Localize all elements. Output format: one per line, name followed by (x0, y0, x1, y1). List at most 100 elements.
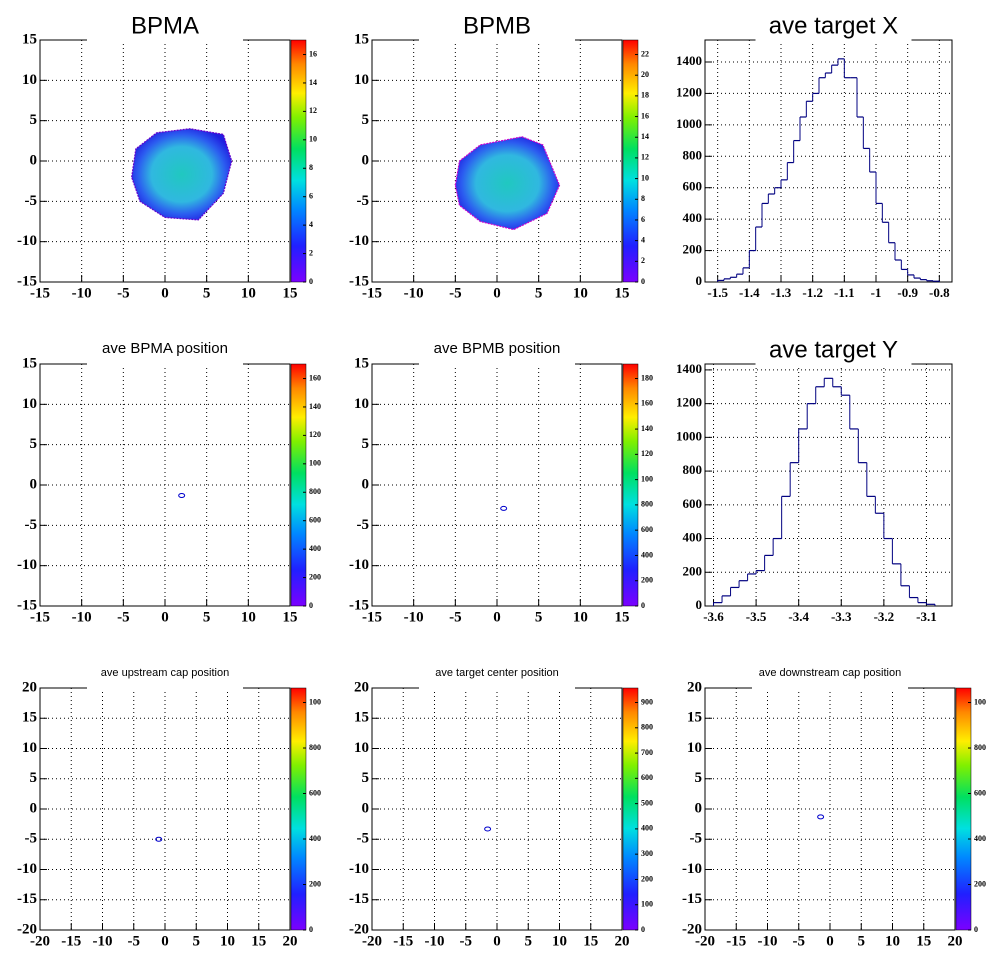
y-tick-label: -5 (25, 193, 38, 209)
title-box (87, 360, 243, 368)
z-tick-label: 120 (309, 430, 321, 439)
z-tick-label: 200 (641, 874, 653, 883)
x-tick-label: -5 (460, 933, 473, 949)
y-tick-label: 20 (22, 679, 37, 695)
x-tick-label: -1.1 (834, 285, 855, 300)
x-tick-label: -15 (362, 609, 382, 625)
y-tick-label: -20 (682, 921, 702, 937)
x-tick-label: 10 (573, 285, 588, 301)
y-tick-label: 15 (354, 31, 369, 47)
chart-title: BPMA (131, 12, 199, 39)
density-spot (484, 826, 492, 832)
z-tick-label: 0 (309, 925, 313, 934)
y-tick-label: 800 (683, 462, 703, 477)
x-tick-label: -3.3 (831, 609, 852, 624)
y-tick-label: 5 (30, 770, 38, 786)
y-tick-label: 1000 (676, 428, 702, 443)
chart-title: ave upstream cap position (101, 667, 229, 679)
x-tick-label: 10 (552, 933, 567, 949)
title-box (419, 360, 575, 368)
y-tick-label: 10 (354, 740, 369, 756)
y-tick-label: 5 (30, 436, 38, 452)
z-tick-label: 4 (309, 220, 313, 229)
y-tick-label: -10 (682, 861, 702, 877)
y-tick-label: -10 (349, 557, 369, 573)
z-tick-label: 6 (309, 192, 313, 201)
x-tick-label: -5 (449, 285, 462, 301)
z-tick-label: 120 (641, 449, 653, 458)
color-bar (290, 363, 307, 607)
z-tick-label: 400 (309, 834, 321, 843)
x-tick-label: 20 (948, 933, 963, 949)
y-tick-label: 0 (696, 273, 703, 288)
y-tick-label: 10 (354, 396, 369, 412)
z-tick-label: 100 (974, 697, 986, 706)
y-tick-label: 0 (362, 152, 370, 168)
z-tick-label: 600 (641, 773, 653, 782)
x-tick-label: -3.1 (916, 609, 937, 624)
x-tick-label: -3.2 (874, 609, 895, 624)
title-box (752, 684, 908, 692)
x-tick-label: -15 (61, 933, 81, 949)
z-tick-label: 800 (641, 500, 653, 509)
x-tick-label: 0 (493, 285, 501, 301)
y-tick-label: -15 (349, 273, 369, 289)
title-box (755, 36, 912, 44)
title-box (87, 36, 243, 44)
color-bar (622, 687, 639, 931)
x-tick-label: 10 (220, 933, 235, 949)
density-spot (155, 836, 163, 842)
color-bar (622, 363, 639, 607)
y-tick-label: -10 (17, 233, 37, 249)
y-tick-label: 1000 (676, 116, 702, 131)
x-tick-label: -1.5 (707, 285, 728, 300)
x-tick-label: 15 (251, 933, 266, 949)
z-tick-label: 0 (309, 601, 313, 610)
z-tick-label: 400 (641, 824, 653, 833)
x-tick-label: 15 (615, 609, 630, 625)
y-tick-label: 1400 (676, 53, 702, 68)
z-tick-label: 10 (641, 173, 649, 182)
x-tick-label: -1.2 (802, 285, 823, 300)
z-tick-label: 400 (974, 834, 986, 843)
x-tick-label: -10 (404, 609, 424, 625)
z-tick-label: 12 (309, 106, 317, 115)
z-tick-label: 200 (309, 879, 321, 888)
title-box (755, 360, 912, 368)
y-tick-label: -5 (357, 831, 370, 847)
y-tick-label: 600 (683, 179, 703, 194)
z-tick-label: 14 (641, 132, 649, 141)
y-tick-label: 200 (683, 563, 703, 578)
x-tick-label: -3.5 (746, 609, 767, 624)
x-tick-label: -3.4 (788, 609, 809, 624)
y-tick-label: -10 (349, 861, 369, 877)
x-tick-label: -20 (362, 933, 382, 949)
y-tick-label: -15 (349, 891, 369, 907)
y-tick-label: 400 (683, 530, 703, 545)
y-tick-label: 15 (22, 31, 37, 47)
x-tick-label: 5 (193, 933, 201, 949)
y-tick-label: 15 (354, 710, 369, 726)
z-tick-label: 180 (641, 373, 653, 382)
x-tick-label: -5 (117, 609, 130, 625)
title-box (419, 684, 575, 692)
density-spot (817, 814, 825, 820)
z-tick-label: 700 (641, 748, 653, 757)
plot-frame (704, 363, 953, 607)
x-tick-label: 10 (885, 933, 900, 949)
y-tick-label: 5 (30, 112, 38, 128)
y-tick-label: 10 (22, 740, 37, 756)
x-tick-label: -10 (758, 933, 778, 949)
z-tick-label: 500 (641, 798, 653, 807)
y-tick-label: -20 (17, 921, 37, 937)
y-tick-label: 10 (22, 396, 37, 412)
z-tick-label: 140 (641, 424, 653, 433)
y-tick-label: 200 (683, 242, 703, 257)
x-tick-label: -0.8 (929, 285, 950, 300)
x-tick-label: 15 (283, 609, 298, 625)
z-tick-label: 900 (641, 697, 653, 706)
z-tick-label: 200 (309, 572, 321, 581)
y-tick-label: 5 (695, 770, 703, 786)
z-tick-label: 0 (309, 277, 313, 286)
